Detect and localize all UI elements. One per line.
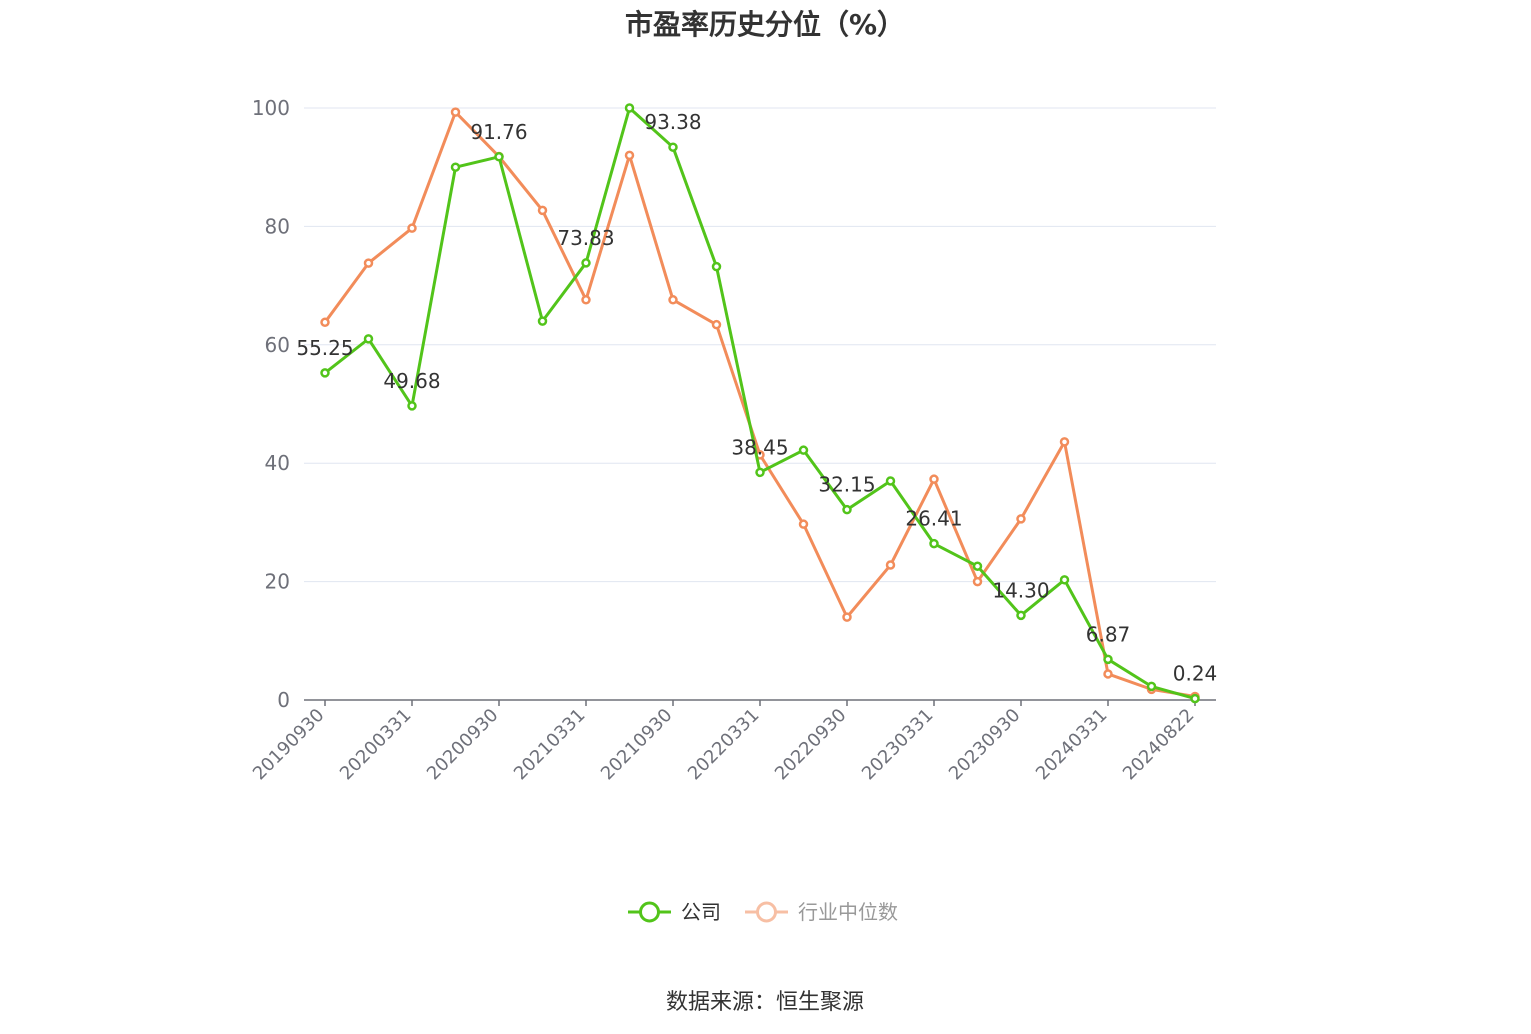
industry-median-point (1059, 437, 1070, 447)
industry-median-point (1016, 514, 1026, 524)
x-tick-label: 20240331 (1032, 705, 1112, 785)
company-point (885, 476, 896, 486)
y-tick-label: 40 (265, 451, 290, 475)
company-point (624, 103, 635, 113)
x-tick-label: 20200930 (423, 705, 503, 785)
industry-median-point (798, 519, 809, 529)
source-note: 数据来源：恒生聚源 (666, 990, 864, 1015)
x-axis: 20190930 20200331 20200930 20210331 20210930… (249, 699, 1216, 785)
data-label: 73.83 (557, 226, 614, 250)
y-tick-label: 60 (265, 333, 290, 357)
industry-median-point (363, 258, 374, 268)
industry-median-point (624, 150, 635, 161)
y-tick-label: 100 (252, 96, 290, 120)
x-tick-label: 20220930 (771, 705, 851, 785)
company-point (842, 504, 852, 515)
industry-median-point (320, 317, 330, 328)
industry-median-point (581, 295, 591, 305)
data-label: 0.24 (1173, 662, 1218, 686)
grid (304, 107, 1216, 583)
data-label: 26.41 (905, 507, 962, 531)
company-point (494, 152, 504, 162)
industry-median-line (323, 110, 1196, 698)
data-labels: 55.25 49.68 91.76 73.83 93.38 38.45 32.15 26.41… (296, 110, 1217, 685)
y-axis: 0 20 40 60 80 100 (252, 96, 290, 712)
legend-item-industry-median (745, 901, 788, 923)
data-label: 32.15 (818, 473, 875, 497)
y-tick-label: 20 (265, 570, 290, 594)
legend: 公司 行业中位数 (628, 900, 898, 924)
company-point (972, 561, 983, 571)
x-tick-label: 20210331 (510, 705, 590, 785)
y-tick-label: 0 (277, 688, 290, 712)
company-point (537, 316, 548, 326)
data-label: 49.68 (383, 369, 440, 393)
company-point (755, 467, 765, 478)
industry-median-point (668, 295, 678, 305)
company-point (929, 538, 939, 549)
company-point (1146, 681, 1157, 692)
industry-median-point (537, 205, 548, 216)
industry-median-point (407, 223, 417, 233)
x-tick-label: 20230331 (858, 705, 938, 785)
company-point (320, 368, 330, 378)
x-tick-label: 20200331 (336, 705, 416, 785)
industry-median-point (450, 107, 461, 117)
data-label: 38.45 (731, 435, 788, 459)
legend-item-company (628, 901, 671, 923)
legend-label: 公司 (681, 900, 721, 924)
x-tick-label: 20230930 (945, 705, 1025, 785)
x-tick-label: 20220331 (684, 705, 764, 785)
legend-label: 行业中位数 (798, 900, 898, 924)
company-line (324, 106, 1196, 701)
industry-median-point (711, 319, 722, 330)
industry-median-point (842, 612, 852, 622)
legend-marker-icon (756, 901, 777, 923)
company-point (407, 401, 417, 411)
industry-median-point (885, 560, 896, 570)
company-point (1016, 610, 1026, 621)
company-point (711, 261, 722, 272)
x-tick-label: 20190930 (249, 705, 329, 785)
chart-title: 市盈率历史分位（%） (625, 8, 905, 41)
company-point (668, 142, 678, 152)
industry-median-point (972, 576, 983, 587)
company-point (363, 334, 374, 344)
data-label: 93.38 (644, 110, 701, 134)
industry-median-point (1103, 669, 1113, 679)
company-point (1059, 575, 1070, 585)
company-point (1103, 654, 1113, 665)
x-tick-label: 20240822 (1119, 705, 1199, 785)
data-label: 6.87 (1086, 622, 1131, 646)
industry-median-point (929, 474, 939, 484)
y-tick-label: 80 (265, 214, 290, 238)
legend-marker-icon (639, 901, 660, 923)
series-layer (320, 103, 1200, 704)
data-label: 14.30 (992, 578, 1049, 602)
x-tick-label: 20210930 (597, 705, 677, 785)
data-label: 55.25 (296, 336, 353, 360)
company-point (798, 445, 809, 455)
company-point (581, 258, 591, 268)
company-point (450, 162, 461, 172)
company-point (1190, 693, 1200, 704)
data-label: 91.76 (470, 120, 527, 144)
